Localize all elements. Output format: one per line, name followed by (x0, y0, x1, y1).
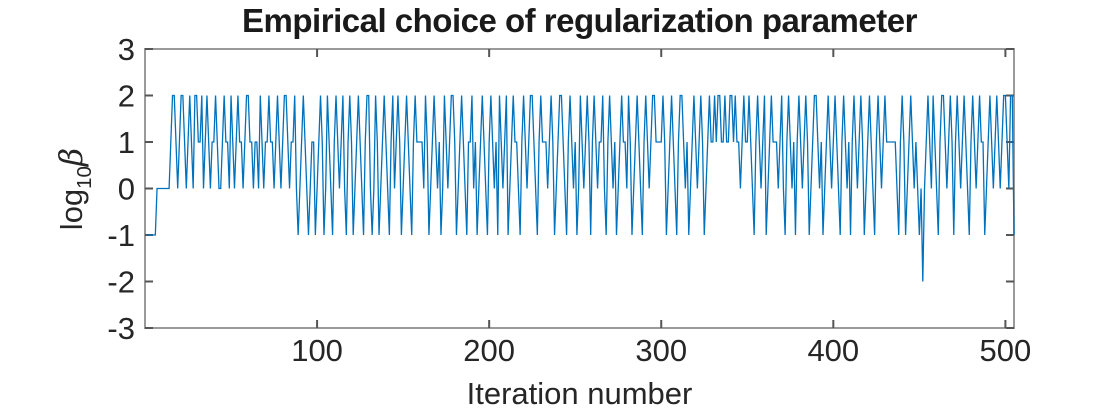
y-tick-label: -3 (107, 311, 135, 346)
x-tick-label: 300 (635, 333, 687, 368)
y-tick-label: 3 (118, 32, 135, 67)
x-axis-label: Iteration number (466, 376, 693, 411)
y-tick-label: 2 (118, 79, 135, 114)
y-tick-label: -2 (107, 265, 135, 300)
y-tick-label: -1 (107, 218, 135, 253)
axes-box (144, 48, 1015, 329)
x-tick-label: 400 (807, 333, 859, 368)
x-tick-label: 500 (980, 333, 1032, 368)
y-tick-label: 0 (118, 172, 135, 207)
data-line (146, 94, 1015, 282)
x-tick-label: 100 (291, 333, 343, 368)
chart-title: Empirical choice of regularization param… (242, 2, 917, 39)
y-tick-label: 1 (118, 125, 135, 160)
x-tick-label: 200 (463, 333, 515, 368)
